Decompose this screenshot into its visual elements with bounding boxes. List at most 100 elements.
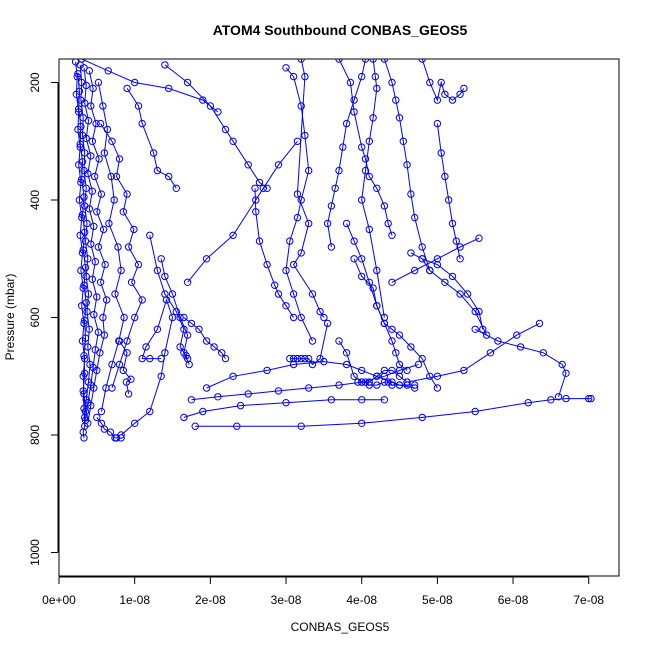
data-point xyxy=(218,349,226,357)
data-point xyxy=(365,137,373,146)
series-24 xyxy=(418,59,468,104)
data-point xyxy=(433,260,442,269)
data-point xyxy=(108,137,116,146)
data-point xyxy=(437,78,445,87)
data-point xyxy=(119,366,128,375)
data-point xyxy=(127,278,136,286)
data-point xyxy=(263,184,271,193)
data-point xyxy=(92,119,100,128)
data-point xyxy=(331,184,339,193)
y-axis: 200 400 600 800 1000 xyxy=(28,72,59,566)
data-point xyxy=(251,184,259,193)
data-point xyxy=(255,237,264,245)
data-point xyxy=(395,114,404,122)
data-point xyxy=(358,255,366,263)
series-12 xyxy=(123,84,181,193)
data-point xyxy=(100,331,109,339)
series-38 xyxy=(471,325,570,401)
data-point xyxy=(460,366,468,375)
series-line xyxy=(191,364,419,401)
data-point xyxy=(105,219,113,228)
plot-frame xyxy=(58,58,620,577)
data-point xyxy=(131,78,139,87)
data-point xyxy=(358,196,366,204)
series-20 xyxy=(335,59,396,240)
data-point xyxy=(433,384,442,392)
data-point xyxy=(297,102,305,110)
data-point xyxy=(90,172,99,181)
data-point xyxy=(286,237,294,245)
data-point xyxy=(327,396,336,404)
data-point xyxy=(327,243,336,251)
data-point xyxy=(456,90,464,99)
x-axis-label: CONBAS_GEOS5 xyxy=(291,620,390,634)
data-point xyxy=(87,240,95,248)
data-point xyxy=(373,372,381,380)
series-8 xyxy=(93,413,125,442)
data-point xyxy=(308,337,317,345)
series-2 xyxy=(80,64,103,424)
data-point xyxy=(84,117,93,125)
data-point xyxy=(293,213,302,222)
data-point xyxy=(120,313,128,322)
data-point xyxy=(433,119,442,128)
data-point xyxy=(418,59,426,63)
data-point xyxy=(282,64,290,72)
data-point xyxy=(426,266,434,275)
data-point xyxy=(210,343,218,351)
data-point xyxy=(308,360,317,369)
x-tick-label: 0e+00 xyxy=(42,593,76,607)
data-point xyxy=(88,187,97,195)
data-point xyxy=(433,255,442,263)
data-point xyxy=(433,96,442,104)
data-point xyxy=(426,78,434,87)
plot-area xyxy=(71,59,595,442)
data-point xyxy=(456,243,464,251)
data-point xyxy=(115,337,124,345)
data-point xyxy=(494,337,502,345)
data-point xyxy=(293,190,302,198)
data-point xyxy=(161,272,169,281)
data-point xyxy=(342,349,351,357)
data-point xyxy=(79,428,87,436)
data-point xyxy=(94,78,103,87)
y-axis-label: Pressure (mbar) xyxy=(3,274,17,361)
data-point xyxy=(475,234,483,242)
data-point xyxy=(252,208,260,216)
data-point xyxy=(274,161,283,169)
series-line xyxy=(160,258,190,365)
data-point xyxy=(110,196,118,204)
data-point xyxy=(123,337,131,345)
data-point xyxy=(176,313,184,322)
data-point xyxy=(99,102,107,110)
data-point xyxy=(373,381,381,389)
series-16 xyxy=(251,184,298,322)
data-point xyxy=(562,369,570,377)
data-point xyxy=(282,266,290,275)
data-point xyxy=(74,70,82,78)
data-point xyxy=(115,155,124,163)
data-point xyxy=(157,354,165,363)
data-point xyxy=(123,349,131,357)
data-point xyxy=(94,328,103,336)
data-point xyxy=(426,372,434,380)
data-point xyxy=(342,119,351,128)
data-point xyxy=(90,222,98,231)
data-point xyxy=(79,284,87,292)
data-point xyxy=(452,237,460,245)
data-point xyxy=(403,366,411,375)
series-line xyxy=(327,59,366,248)
data-point xyxy=(323,319,332,328)
data-point xyxy=(297,249,305,257)
data-point xyxy=(157,372,165,380)
series-33 xyxy=(202,357,419,392)
data-point xyxy=(547,396,555,404)
data-point xyxy=(191,422,199,430)
data-point xyxy=(103,296,111,304)
series-7 xyxy=(115,337,135,398)
data-point xyxy=(131,419,139,427)
series-21 xyxy=(323,59,370,251)
data-point xyxy=(448,96,457,104)
data-point xyxy=(460,84,468,93)
data-point xyxy=(180,413,188,422)
